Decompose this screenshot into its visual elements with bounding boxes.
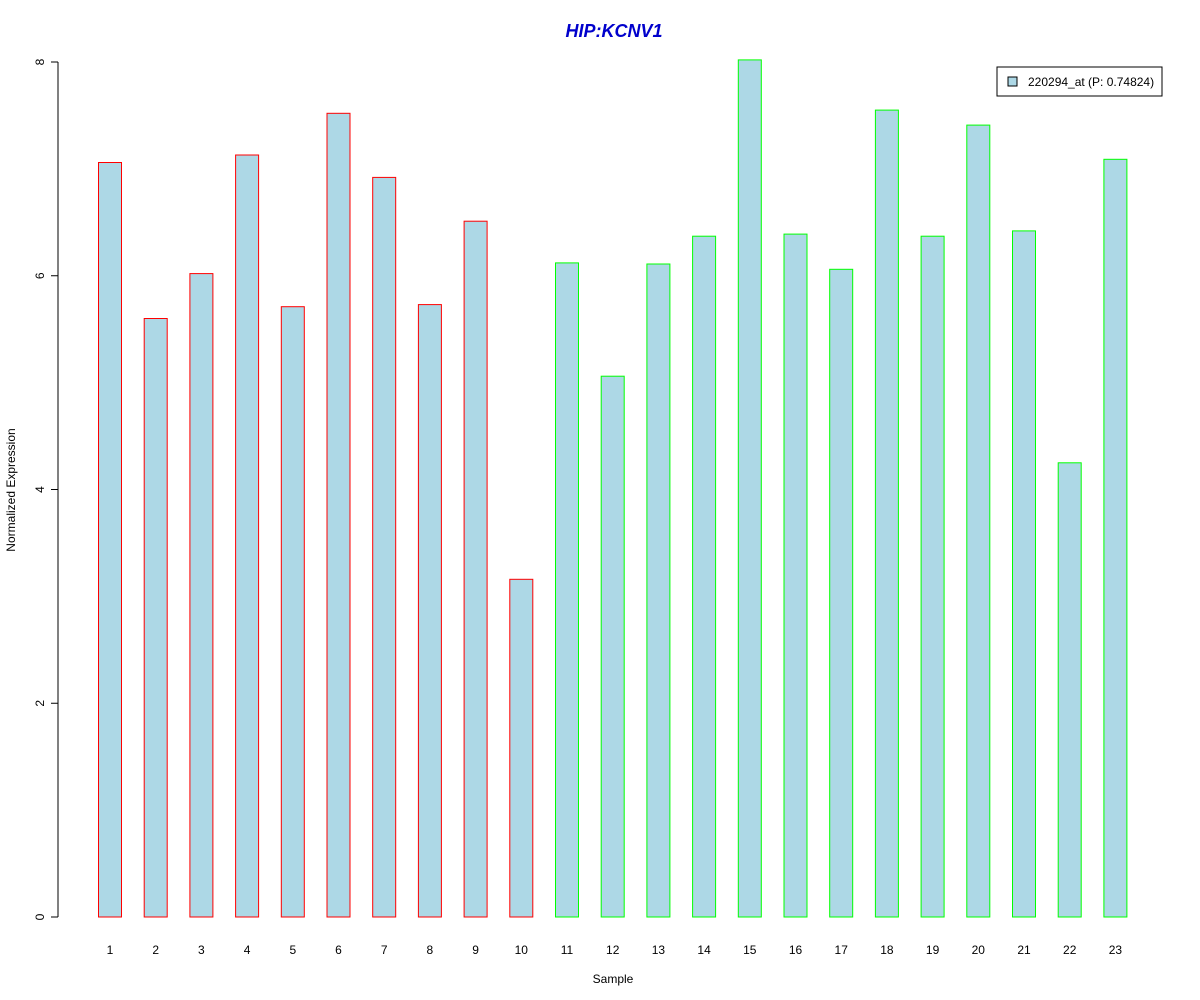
x-tick-label: 16: [789, 943, 803, 957]
x-tick-label: 8: [427, 943, 434, 957]
x-tick-label: 3: [198, 943, 205, 957]
x-tick-label: 2: [152, 943, 159, 957]
x-tick-label: 20: [972, 943, 986, 957]
y-tick-label: 0: [33, 913, 47, 920]
x-tick-label: 13: [652, 943, 666, 957]
bar-sample-16: [783, 233, 808, 918]
legend-label: 220294_at (P: 0.74824): [1028, 75, 1154, 89]
bar-sample-6: [326, 112, 351, 918]
y-tick-label: 8: [33, 58, 47, 65]
bar-sample-11: [555, 262, 579, 918]
y-axis: 0 2 4 6 8: [33, 58, 59, 920]
x-tick-label: 23: [1109, 943, 1123, 957]
x-tick-label: 5: [289, 943, 296, 957]
bar-sample-15: [737, 59, 762, 918]
bar-sample-7: [372, 176, 397, 918]
chart-title: HIP:KCNV1: [565, 21, 662, 41]
bar-sample-5: [280, 306, 305, 918]
bar-sample-23: [1103, 158, 1128, 918]
x-tick-label: 12: [606, 943, 620, 957]
bar-sample-1: [98, 162, 122, 918]
x-tick-label: 17: [835, 943, 849, 957]
bar-sample-19: [920, 235, 945, 918]
x-tick-label: 9: [472, 943, 479, 957]
x-tick-label: 14: [697, 943, 711, 957]
x-tick-label: 19: [926, 943, 940, 957]
x-tick-label: 6: [335, 943, 342, 957]
legend-swatch: [1007, 76, 1018, 87]
bar-sample-8: [417, 304, 442, 918]
bar-sample-14: [692, 235, 717, 918]
x-tick-label: 11: [561, 943, 574, 957]
bar-sample-3: [189, 273, 214, 918]
x-tick-label: 18: [880, 943, 894, 957]
bar-sample-10: [509, 578, 534, 918]
x-tick-label: 7: [381, 943, 388, 957]
bar-sample-21: [1012, 230, 1036, 918]
y-tick-label: 4: [33, 486, 47, 493]
bar-sample-4: [235, 154, 260, 918]
y-axis-label: Normalized Expression: [4, 428, 18, 551]
bar-sample-20: [966, 124, 991, 918]
bar-sample-9: [463, 220, 488, 918]
x-tick-labels: 1 2 3 4 5 6 7 8 9 10 11 12 13 14 15 16 17 18 19 20 21 22 23: [107, 943, 1123, 957]
legend: 220294_at (P: 0.74824): [996, 66, 1163, 97]
bar-sample-13: [646, 263, 671, 918]
x-tick-label: 1: [107, 943, 114, 957]
legend-box: [996, 66, 1163, 97]
x-tick-label: 15: [743, 943, 757, 957]
bars: [98, 59, 1128, 918]
bar-sample-18: [874, 109, 899, 918]
bar-sample-12: [600, 375, 625, 918]
x-tick-label: 4: [244, 943, 251, 957]
bar-sample-22: [1057, 462, 1082, 918]
x-tick-label: 22: [1063, 943, 1077, 957]
bar-sample-2: [143, 318, 168, 918]
bar-sample-17: [829, 268, 854, 918]
y-tick-label: 6: [33, 272, 47, 279]
x-tick-label: 21: [1017, 943, 1031, 957]
y-tick-label: 2: [33, 700, 47, 707]
x-tick-label: 10: [515, 943, 529, 957]
x-axis-label: Sample: [593, 972, 634, 986]
